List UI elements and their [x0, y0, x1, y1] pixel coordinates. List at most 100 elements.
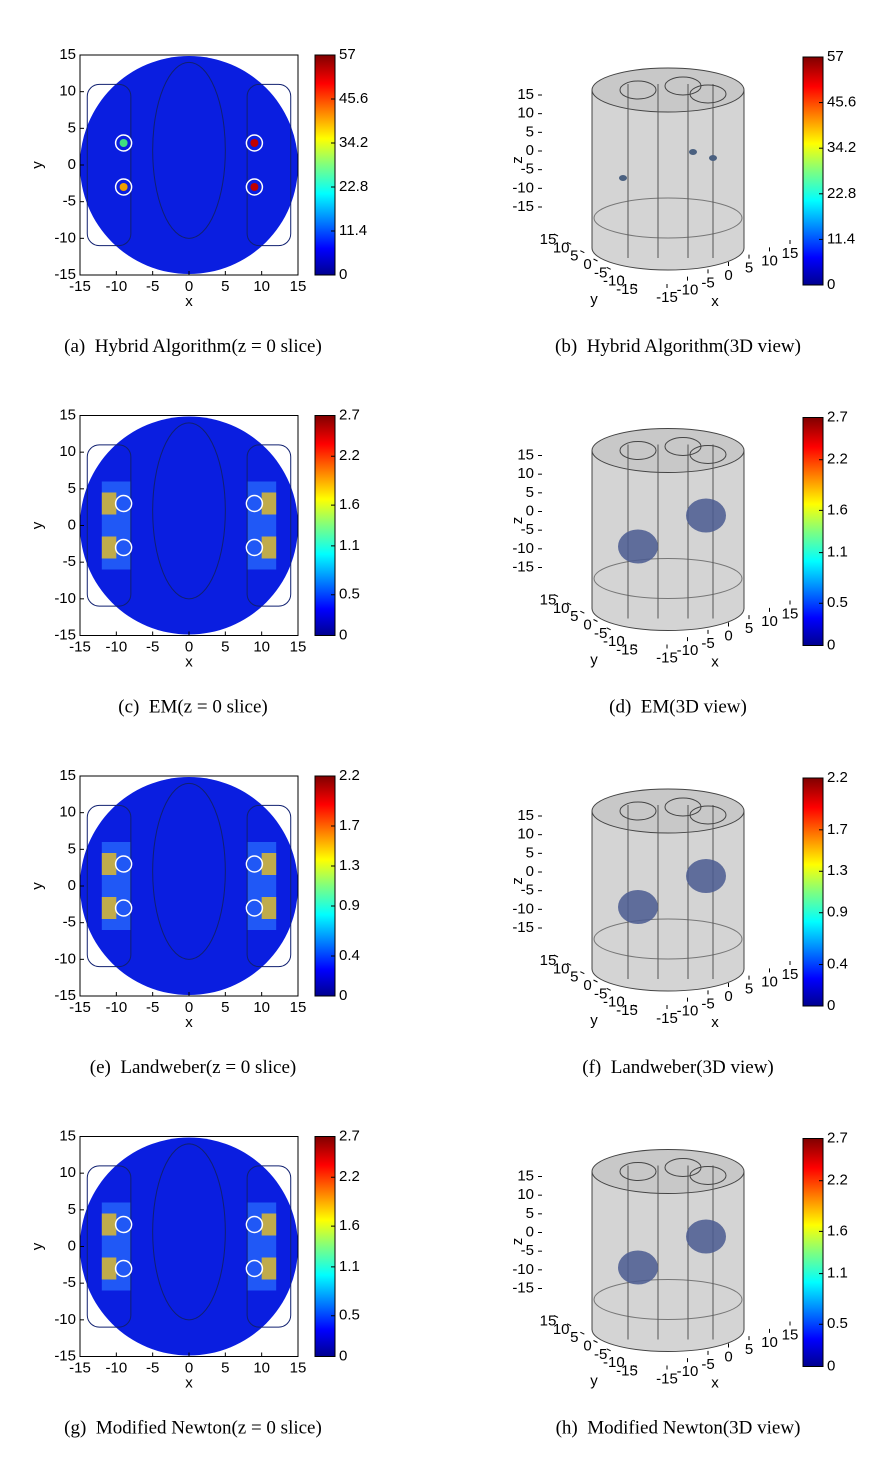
x-tick-label: 5 [221, 1359, 229, 1376]
hot-region [261, 1213, 277, 1236]
y-tick-label: -15 [54, 266, 76, 283]
caption-label: (b) [555, 336, 577, 357]
hotspot [119, 183, 128, 191]
y-tick [553, 594, 559, 597]
x-axis-label: x [711, 293, 719, 310]
z-tick-label: 0 [526, 142, 534, 159]
y-tick-label: 15 [540, 1312, 557, 1329]
cylinder-mid [593, 918, 743, 960]
y-tick-label: 10 [553, 600, 570, 617]
source-ring [245, 178, 264, 196]
x-tick-label: 10 [761, 1334, 778, 1351]
x-tick-label: 15 [290, 1359, 307, 1376]
y-tick-label: -5 [63, 914, 76, 931]
colorbar-tick-label: 1.1 [827, 1265, 848, 1282]
caption-text: EM(z = 0 slice) [149, 697, 268, 718]
caption-label: (g) [64, 1418, 86, 1439]
x-tick-label: -10 [677, 1003, 699, 1020]
y-tick-label: -15 [616, 281, 638, 298]
colorbar-tick-label: 0.4 [827, 956, 848, 973]
x-tick-label: 5 [745, 981, 753, 998]
source-ring [114, 1215, 133, 1234]
source-ring [114, 494, 133, 513]
y-tick [606, 1348, 611, 1352]
colorbar-tick-label: 0.5 [827, 1315, 848, 1332]
y-tick-label: -15 [54, 1347, 76, 1364]
colorbar [802, 1138, 824, 1367]
x-tick-label: -15 [69, 999, 91, 1016]
caption-text: Hybrid Algorithm(3D view) [587, 336, 801, 357]
colorbar-tick-label: 2.2 [339, 767, 360, 784]
x-tick-label: -10 [105, 999, 127, 1016]
z-tick-label: 5 [526, 123, 534, 140]
source-ring [114, 134, 133, 152]
source-ring [114, 538, 133, 557]
colorbar-tick-label: 0 [339, 266, 347, 283]
y-tick-label: 10 [553, 960, 570, 977]
caption-label: (c) [118, 697, 139, 718]
domain-disk [80, 777, 298, 995]
x-tick-label: -10 [677, 282, 699, 299]
y-tick [606, 627, 611, 631]
x-tick-label: 15 [782, 605, 799, 622]
x-tick-label: 15 [290, 278, 307, 295]
y-tick-label: 15 [59, 46, 76, 63]
y-tick-label: -10 [603, 1354, 625, 1371]
z-tick-label: 0 [526, 502, 534, 519]
y-axis-label: y [590, 291, 598, 308]
y-tick-label: 15 [540, 231, 557, 248]
colorbar-tick-label: 1.3 [339, 857, 360, 874]
caption-text: Landweber(z = 0 slice) [120, 1057, 296, 1078]
source-ring [245, 1215, 264, 1234]
x-tick-label: -15 [69, 278, 91, 295]
x-axis-label: x [185, 653, 193, 670]
caption: (d) EM(3D view) [609, 697, 747, 718]
colorbar-tick-label: 45.6 [339, 90, 368, 107]
colorbar-tick-label: 34.2 [339, 134, 368, 151]
z-tick-label: -15 [512, 1279, 534, 1296]
colorbar-tick-label: 2.2 [827, 769, 848, 786]
y-tick [632, 644, 638, 647]
z-axis-label: z [509, 517, 526, 525]
cylinder-mid [593, 558, 743, 599]
x-tick-label: 15 [290, 999, 307, 1016]
x-tick-label: 15 [782, 966, 799, 983]
y-tick-label: -15 [54, 626, 76, 643]
y-tick [580, 1331, 585, 1335]
blob [618, 1250, 658, 1285]
colorbar-tick-label: 1.7 [827, 821, 848, 838]
cavity [619, 441, 657, 460]
cavity [689, 445, 727, 464]
colorbar-tick-label: 1.6 [827, 501, 848, 518]
colorbar-tick-label: 2.2 [827, 1172, 848, 1189]
y-tick-label: 5 [68, 840, 76, 857]
y-tick-label: 15 [540, 952, 557, 969]
y-tick [632, 1004, 638, 1008]
y-tick-label: 0 [583, 977, 591, 994]
x-tick-label: -15 [69, 1359, 91, 1376]
y-tick-label: 0 [68, 1237, 76, 1254]
x-tick-label: 0 [185, 1359, 193, 1376]
x-tick-label: 0 [724, 988, 732, 1005]
cylinder-body [591, 450, 745, 631]
colorbar [314, 415, 336, 636]
x-tick-label: -10 [105, 1359, 127, 1376]
caption-text: EM(3D view) [641, 697, 747, 718]
colorbar-tick-label: 11.4 [827, 230, 855, 247]
colorbar-tick-label: 0 [339, 626, 347, 643]
structure-outline [246, 804, 292, 968]
y-tick [580, 250, 585, 254]
source-ring [245, 494, 264, 513]
x-tick-label: -15 [656, 289, 678, 306]
z-tick-label: 10 [517, 826, 534, 843]
caption-label: (h) [556, 1418, 578, 1439]
colorbar-tick-label: 0 [827, 636, 835, 653]
colorbar-tick-label: 0.9 [339, 897, 360, 914]
hotspot [119, 139, 128, 147]
y-tick [632, 283, 638, 287]
z-tick-label: 10 [517, 465, 534, 482]
structure-outline [152, 422, 226, 600]
z-tick-label: 10 [517, 105, 534, 122]
cylinder-mid [593, 197, 743, 239]
y-tick-label: -5 [594, 985, 607, 1002]
